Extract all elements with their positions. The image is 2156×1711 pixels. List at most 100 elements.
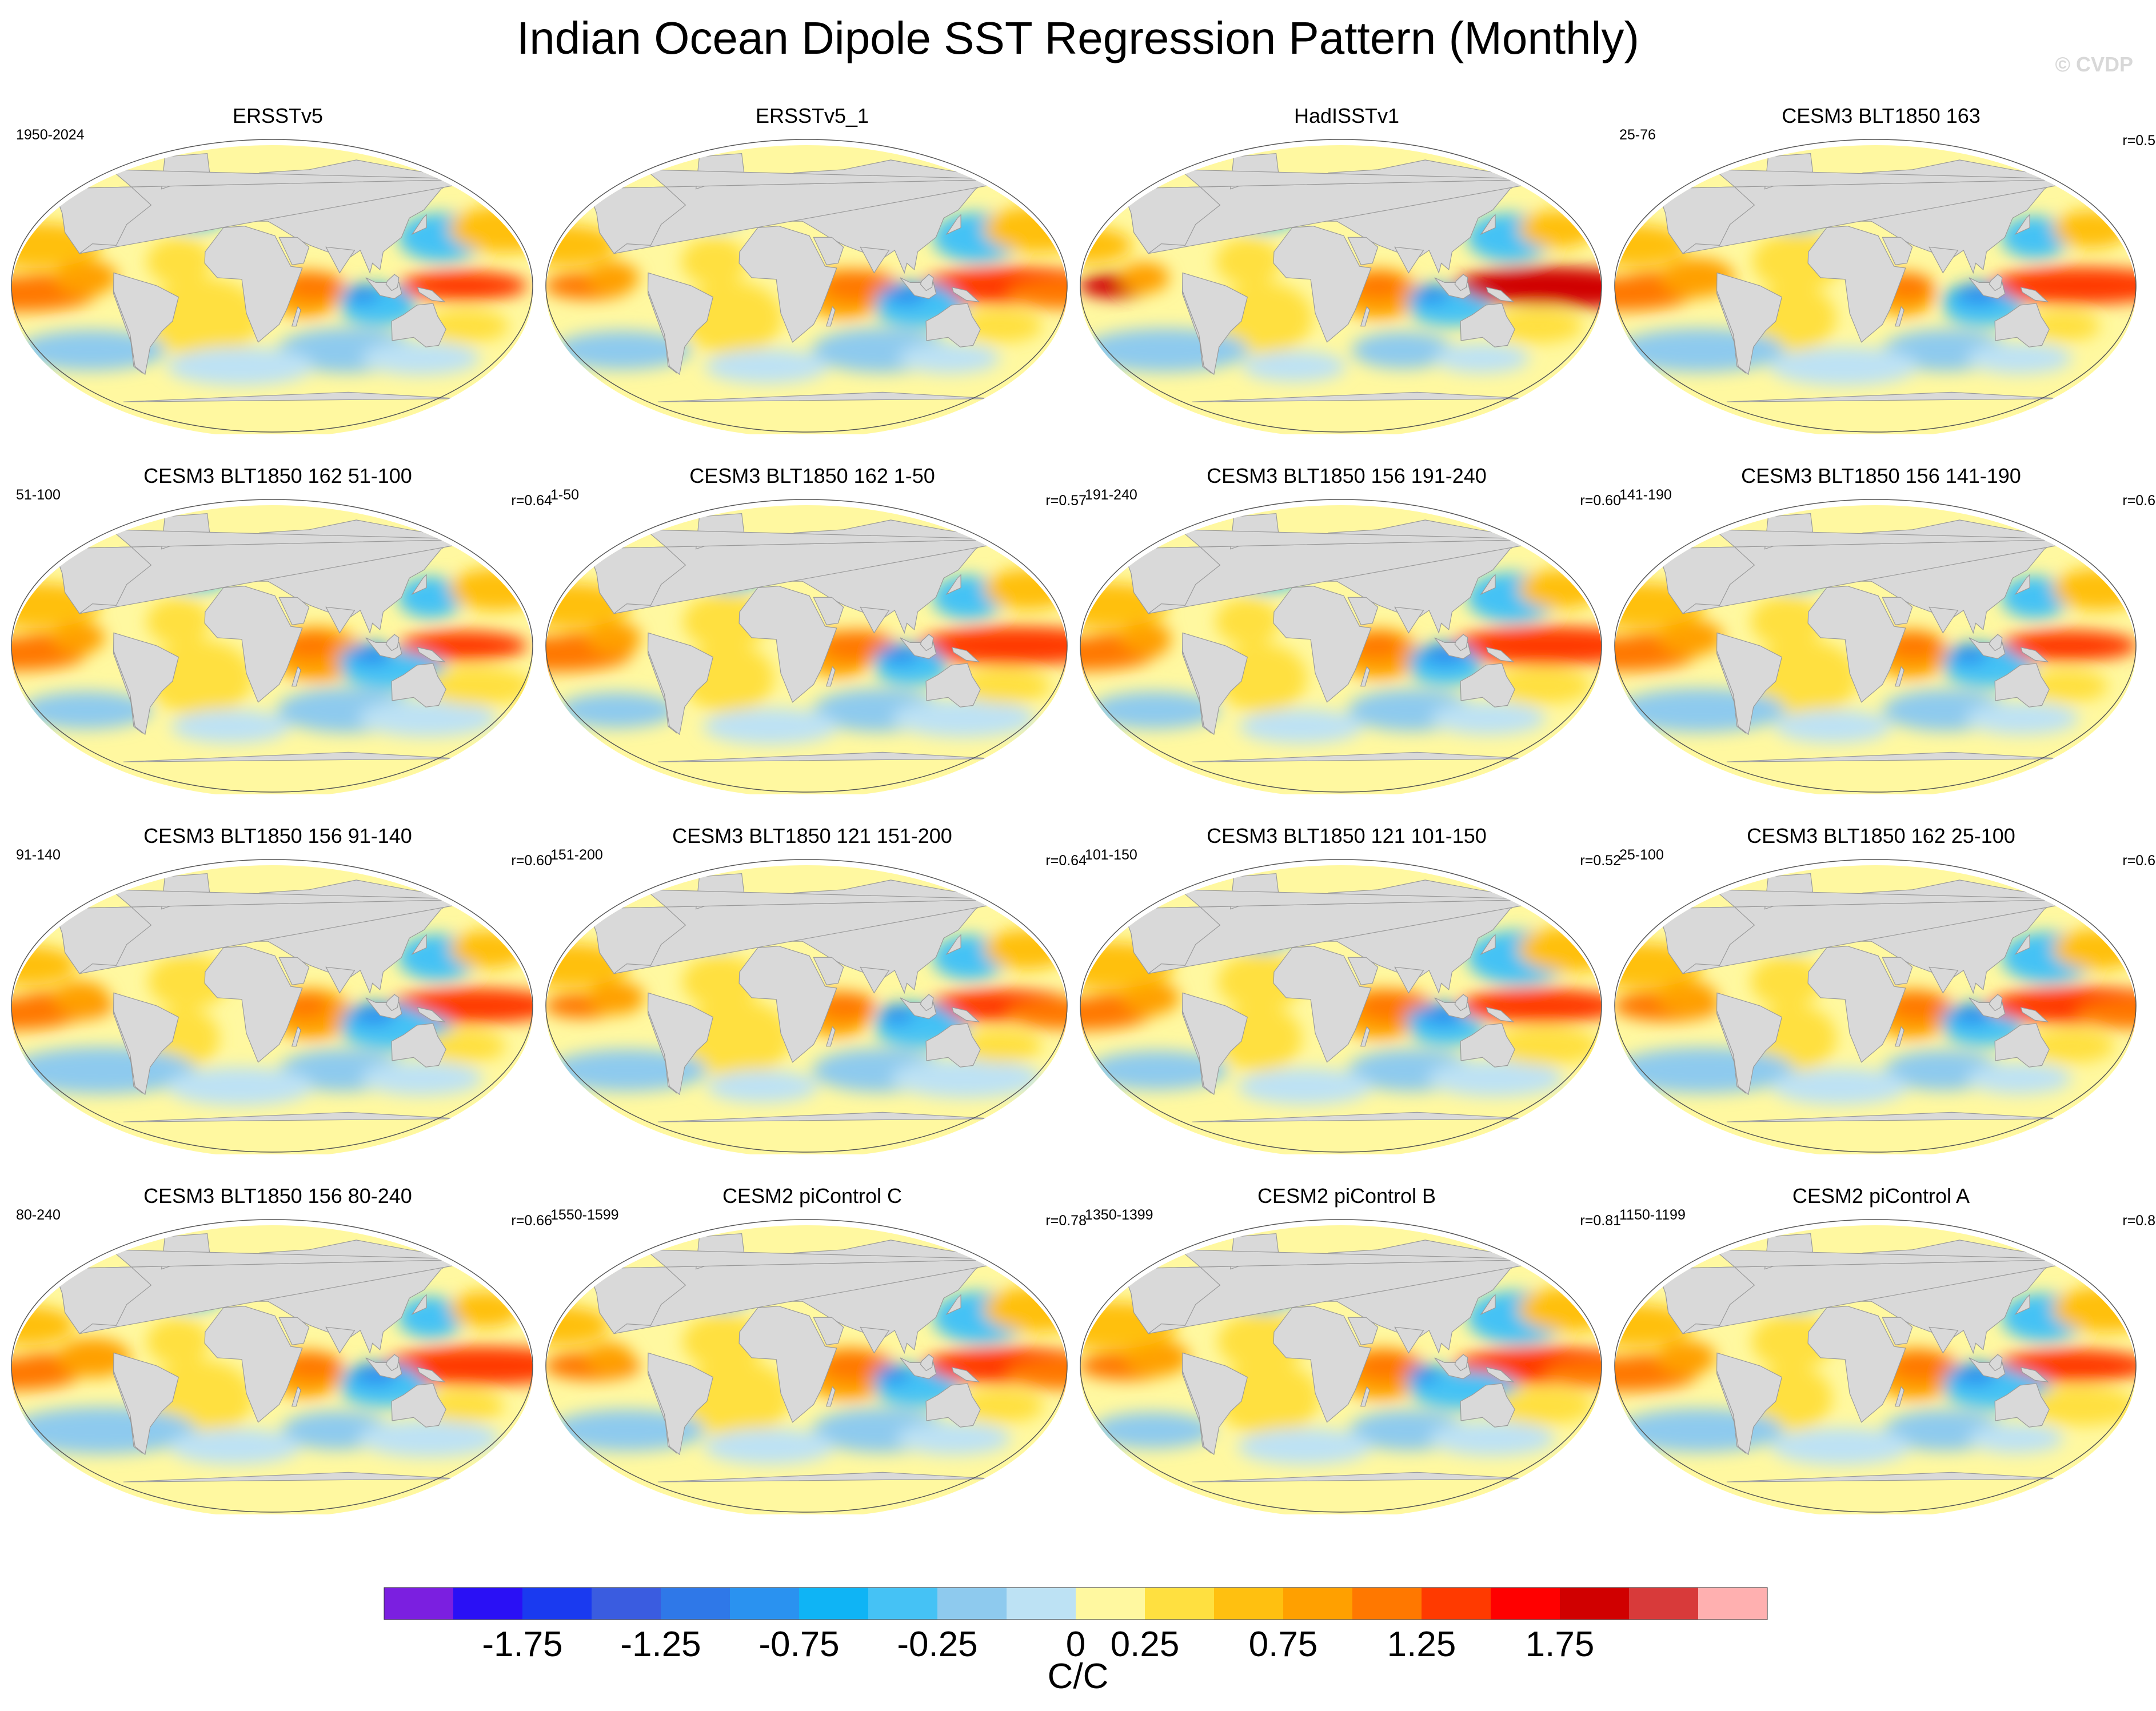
land-ng (417, 1366, 446, 1383)
anomaly-region (1237, 1068, 1373, 1105)
anomaly-region (546, 583, 630, 628)
map-panel: CESM2 piControl A 1150-1199 r=0.8 (1612, 1183, 2155, 1554)
land-arabia (1347, 957, 1379, 985)
anomaly-region (1430, 701, 1546, 735)
panel-period: 80-240 (16, 1207, 61, 1223)
anomaly-region (1615, 225, 1688, 266)
anomaly-region (703, 1428, 835, 1465)
map-panel: CESM3 BLT1850 156 80-240 80-240 r=0.66 (9, 1183, 552, 1554)
land-australia (1994, 663, 2050, 707)
watermark: © CVDP (2055, 53, 2133, 76)
land-india (1394, 246, 1424, 274)
colorbar-swatch (1422, 1588, 1491, 1620)
colorbar-tick-label: -1.75 (482, 1625, 563, 1664)
colorbar-swatch (592, 1588, 661, 1620)
land-india (860, 246, 890, 274)
anomaly-region (1215, 598, 1280, 645)
land-india (1394, 966, 1424, 994)
land-ng (1486, 286, 1515, 303)
anomaly-region (54, 260, 118, 295)
land-arabia (278, 237, 310, 265)
panel-period: 191-240 (1085, 487, 1137, 503)
land-samerica_e (1716, 272, 1782, 375)
colorbar-swatch (1491, 1588, 1560, 1620)
panel-correlation: r=0.64 (511, 493, 552, 509)
anomaly-region (17, 330, 166, 371)
anomaly-region (1518, 210, 1596, 249)
panel-correlation: r=0.5 (2122, 133, 2155, 149)
land-japan (411, 214, 427, 235)
colorbar-swatch (1352, 1588, 1422, 1620)
land-australia (391, 1023, 446, 1068)
land-japan (2014, 1294, 2030, 1316)
panel-title: CESM3 BLT1850 121 151-200 (672, 824, 952, 847)
land-borneo (1454, 274, 1468, 291)
panel-period: 1950-2024 (16, 127, 85, 143)
land-ng (2020, 646, 2049, 663)
anomaly-region (1493, 668, 1592, 705)
anomaly-region (879, 1004, 914, 1024)
anomaly-region (1120, 262, 1169, 293)
anomaly-region (546, 944, 628, 988)
anomaly-region (146, 1318, 210, 1365)
land-africa (738, 945, 837, 1063)
land-africa (204, 225, 303, 343)
anomaly-region (11, 1306, 75, 1345)
panel-title: HadISSTv1 (1293, 104, 1400, 127)
map-panel: CESM2 piControl B 1350-1399 r=0.81 (1078, 1183, 1621, 1554)
colorbar-tick-label: 0.75 (1248, 1625, 1318, 1664)
land-africa (204, 1305, 303, 1423)
anomaly-region (2000, 630, 2136, 661)
anomaly-region (587, 981, 645, 1014)
anomaly-region (2053, 210, 2130, 249)
map-canvas (1614, 139, 2137, 434)
anomaly-region (11, 945, 77, 986)
land-ng (951, 1366, 980, 1383)
map-canvas (1080, 859, 1602, 1154)
land-borneo (385, 1354, 400, 1372)
colorbar-swatch (384, 1588, 454, 1620)
land-india (325, 966, 356, 994)
land-india (860, 966, 890, 994)
anomaly-region (166, 1067, 314, 1106)
anomaly-region (1615, 1304, 1692, 1347)
anomaly-region (821, 1350, 894, 1381)
land-japan (1480, 214, 1496, 235)
land-arabia (278, 1317, 310, 1345)
anomaly-region (1966, 1062, 2072, 1094)
anomaly-region (1656, 1341, 1716, 1375)
anomaly-region (1239, 709, 1363, 744)
land-africa (738, 225, 837, 343)
land-arabia (1882, 1317, 1913, 1345)
panel-period: 25-100 (1619, 847, 1664, 863)
map-outline (11, 499, 533, 793)
anomaly-region (1493, 309, 1583, 343)
land-africa (738, 1305, 837, 1423)
land-samerica_e (113, 992, 179, 1096)
anomaly-region (1429, 1421, 1555, 1456)
anomaly-region (345, 283, 379, 304)
anomaly-region (1542, 280, 1602, 307)
land-japan (2014, 934, 2030, 956)
land-africa (1807, 945, 1906, 1063)
map-canvas (1080, 499, 1602, 794)
land-arabia (1347, 1317, 1379, 1345)
anomaly-region (2001, 215, 2070, 259)
land-samerica_e (113, 272, 179, 375)
land-australia (1460, 303, 1515, 347)
colorbar-units: C/C (1047, 1657, 1109, 1696)
anomaly-region (53, 981, 109, 1014)
map-canvas (545, 499, 1068, 794)
map-canvas (11, 859, 533, 1154)
anomaly-region (448, 205, 533, 253)
land-madag (1360, 1026, 1370, 1047)
anomaly-region (357, 1419, 500, 1458)
land-africa (1273, 1305, 1372, 1423)
anomaly-region (1410, 654, 1484, 686)
panel-correlation: r=0.52 (1580, 853, 1621, 869)
anomaly-region (171, 709, 290, 743)
land-ng (2020, 286, 2049, 303)
anomaly-region (959, 1030, 1042, 1063)
anomaly-region (284, 1352, 343, 1380)
map-outline (545, 139, 1068, 433)
